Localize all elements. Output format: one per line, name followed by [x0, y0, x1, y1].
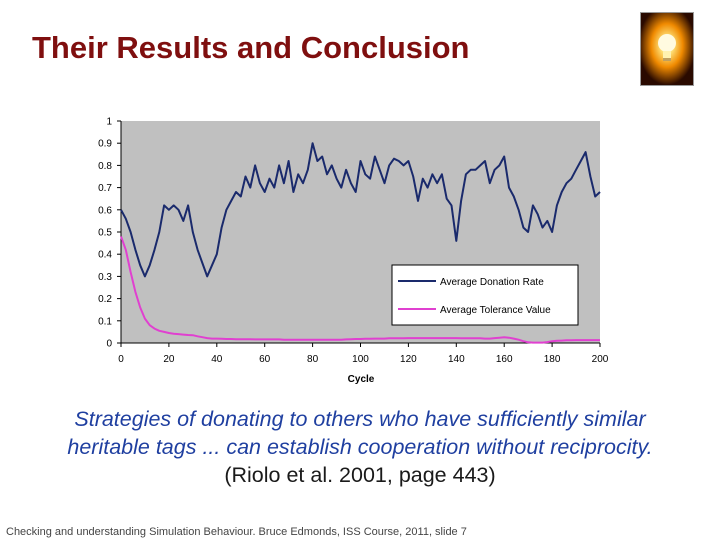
donation-rate-line: [120, 142, 601, 278]
x-tick-label: 0: [118, 354, 124, 365]
citation-close-paren: ): [488, 463, 496, 487]
y-tick-label: 0.5: [98, 228, 112, 239]
quote-line-1: Strategies of donating to others who hav…: [74, 407, 646, 431]
x-tick-label: 120: [400, 354, 417, 365]
x-axis-label: Cycle: [348, 374, 375, 385]
x-tick-label: 80: [307, 354, 319, 365]
series-layer: [120, 142, 601, 344]
legend-label-tolerance: Average Tolerance Value: [440, 305, 551, 316]
y-tick-label: 0.4: [98, 250, 112, 261]
tolerance-value-line: [120, 236, 600, 344]
legend: Average Donation Rate Average Tolerance …: [391, 264, 579, 326]
legend-box: [391, 264, 579, 326]
y-tick-label: 0.2: [98, 294, 112, 305]
caption: Strategies of donating to others who hav…: [0, 405, 720, 489]
legend-label-donation: Average Donation Rate: [440, 277, 544, 288]
slide-title: Their Results and Conclusion: [32, 30, 470, 65]
line-chart: 0 0.1 0.2 0.3 0.4 0.5 0.6 0.7 0.8 0.9 1 0 20 40 60 80 1…: [98, 117, 609, 386]
y-tick-label: 0.7: [98, 183, 112, 194]
x-tick-label: 60: [259, 354, 271, 365]
y-tick-label: 0.1: [98, 316, 112, 327]
x-axis: 0 20 40 60 80 100 120 140 160 180 200: [118, 343, 609, 365]
x-tick-label: 20: [163, 354, 175, 365]
x-tick-label: 200: [592, 354, 609, 365]
centre-logo: [640, 12, 694, 86]
footer-text: Checking and understanding Simulation Be…: [6, 526, 467, 538]
y-tick-label: 0.6: [98, 205, 112, 216]
y-tick-label: 0.8: [98, 161, 112, 172]
y-tick-label: 0.9: [98, 139, 112, 150]
y-axis: 0 0.1 0.2 0.3 0.4 0.5 0.6 0.7 0.8 0.9 1: [98, 117, 121, 350]
x-tick-label: 40: [211, 354, 223, 365]
quote-line-2: heritable tags ... can establish coopera…: [67, 435, 653, 459]
citation-open-paren: (: [224, 463, 232, 487]
citation-text: Riolo et al. 2001, page 443: [231, 463, 489, 487]
x-tick-label: 100: [352, 354, 369, 365]
x-tick-label: 180: [544, 354, 561, 365]
y-tick-label: 0.3: [98, 272, 112, 283]
y-tick-label: 0: [106, 339, 112, 350]
x-tick-label: 160: [496, 354, 513, 365]
x-tick-label: 140: [448, 354, 465, 365]
lightbulb-icon: [641, 13, 693, 85]
y-tick-label: 1: [106, 117, 112, 128]
citation: (Riolo et al. 2001, page 443): [0, 461, 720, 489]
